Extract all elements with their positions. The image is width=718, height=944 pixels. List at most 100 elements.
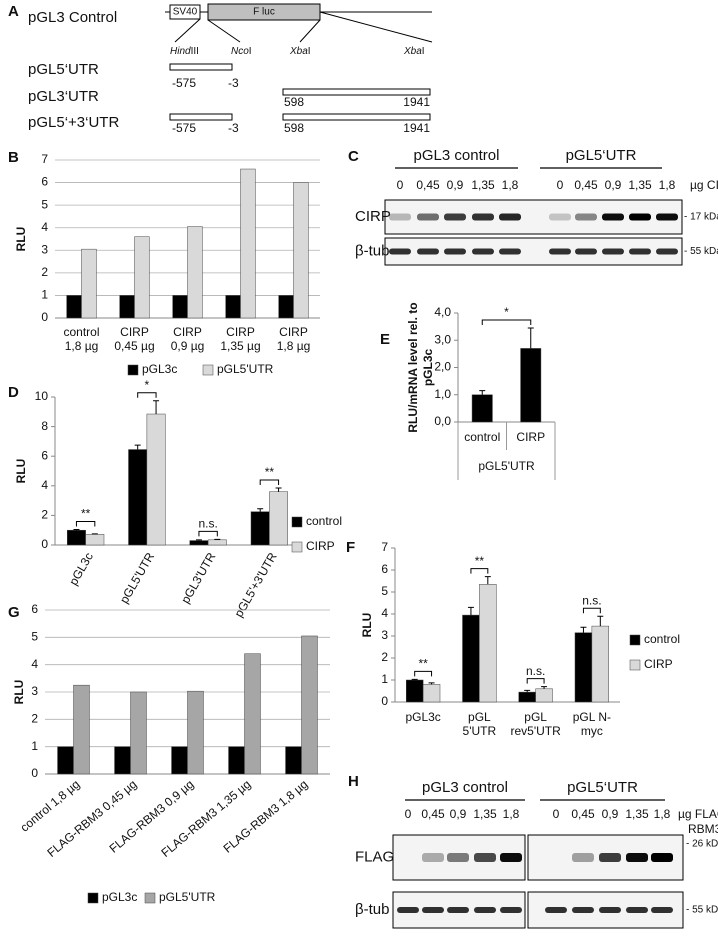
significance-bracket (198, 530, 218, 537)
lane-label: 0,9 (602, 807, 619, 821)
y-tick-label: 0 (31, 766, 38, 780)
lane-label: 0 (553, 807, 560, 821)
significance-label: * (145, 378, 150, 392)
y-axis-label: RLU (12, 680, 26, 705)
panel-letter: D (8, 384, 19, 401)
error-bar (484, 576, 491, 585)
bar (146, 413, 166, 546)
lane-label: 0,45 (416, 178, 440, 192)
blot-row-label: CIRP (355, 208, 391, 225)
bar (114, 746, 131, 775)
band (599, 907, 621, 913)
band (422, 853, 444, 862)
y-tick-label: 5 (31, 630, 38, 644)
y-axis-label: RLU/mRNA level rel. to (406, 302, 420, 432)
size-marker: - 55 kDa (684, 246, 718, 257)
lane-label: 1,35 (473, 807, 497, 821)
y-tick-label: 2 (31, 712, 38, 726)
bar (535, 688, 553, 703)
error-bar (597, 615, 604, 627)
band (417, 213, 439, 221)
legend-swatch (127, 364, 139, 376)
band (575, 213, 597, 221)
band (474, 907, 496, 913)
y-tick-label: 4,0 (434, 305, 451, 319)
y-tick-label: 7 (381, 540, 388, 554)
x-tick-label: CIRP (226, 325, 255, 339)
significance-bracket (470, 568, 489, 574)
band (447, 853, 469, 862)
construct-segment (169, 113, 233, 121)
panel-letter: C (348, 148, 359, 165)
panel-letter: B (8, 149, 19, 166)
bar (81, 248, 97, 319)
reporter-label: F luc (253, 7, 275, 18)
bar (128, 449, 148, 546)
segment-end: -3 (228, 121, 239, 135)
significance-label: ** (475, 554, 485, 568)
legend-label: CIRP (306, 539, 335, 553)
legend-label: pGL5'UTR (159, 890, 216, 904)
significance-bracket (582, 607, 601, 614)
bar (67, 529, 86, 546)
band (500, 853, 522, 862)
y-tick-label: 1 (31, 739, 38, 753)
segment-start: -575 (172, 121, 196, 135)
band (422, 907, 444, 913)
connector (174, 18, 201, 43)
lane-label: 0 (557, 178, 564, 192)
group-bracket (457, 422, 556, 480)
plasmid-title: pGL3 Control (28, 9, 117, 26)
lane-label: 0,45 (421, 807, 445, 821)
promoter-box (169, 4, 201, 20)
error-bar (195, 539, 202, 541)
lane-label: 0 (405, 807, 412, 821)
bar (250, 511, 270, 546)
legend-label: pGL3c (102, 890, 137, 904)
y-tick-label: 2 (41, 508, 48, 522)
blot-row-label: β-tub (355, 242, 389, 259)
band (545, 907, 567, 913)
lane-unit: RBM3 (688, 822, 718, 836)
bar (57, 746, 74, 775)
panel-letter: G (8, 604, 20, 621)
blot-group-label: pGL5‘UTR (567, 779, 638, 796)
band (397, 907, 419, 913)
error-bar (257, 508, 264, 512)
x-tick-label: pGL (524, 710, 547, 724)
bar (462, 614, 480, 703)
bar (591, 625, 609, 703)
band (500, 907, 522, 913)
bar (134, 236, 150, 319)
x-tick-label: pGL3c (405, 710, 440, 724)
band (651, 853, 673, 862)
x-tick-label: 1,8 µg (277, 339, 311, 353)
blot-group-label: pGL3 control (414, 147, 500, 164)
legend-swatch (291, 541, 303, 553)
x-tick-label: pGL3c (66, 550, 96, 588)
y-tick-label: 6 (381, 562, 388, 576)
band (572, 907, 594, 913)
band (472, 248, 494, 255)
site-italic: Hind (170, 46, 191, 57)
construct-name: pGL3‘UTR (28, 88, 99, 105)
bar (422, 684, 441, 703)
y-tick-label: 3 (41, 242, 48, 256)
y-axis-label: RLU (14, 459, 28, 484)
site-rest: I (308, 46, 311, 57)
error-bar (153, 400, 160, 415)
significance-bracket (75, 520, 96, 527)
error-bar (275, 487, 282, 492)
lane-unit: µg CIRP (690, 178, 718, 192)
bar (85, 534, 105, 546)
y-tick-label: 0,0 (434, 414, 451, 428)
significance-label: n.s. (198, 517, 217, 531)
lane-label: 1,35 (628, 178, 652, 192)
band (417, 248, 439, 255)
lane-label: 1,8 (659, 178, 676, 192)
y-tick-label: 0 (41, 310, 48, 324)
significance-bracket (481, 319, 532, 325)
x-tick-label: myc (581, 724, 603, 738)
segment-end: 1941 (403, 121, 430, 135)
bar (66, 295, 82, 319)
